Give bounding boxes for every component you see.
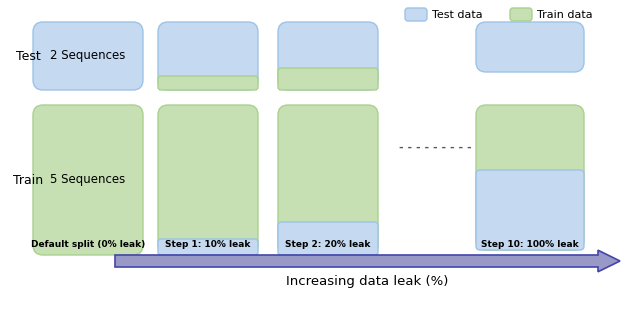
FancyBboxPatch shape [33, 105, 143, 255]
Text: Step 2: 20% leak: Step 2: 20% leak [285, 240, 371, 249]
FancyBboxPatch shape [476, 22, 584, 72]
Text: - - - - - - - - -: - - - - - - - - - [399, 143, 471, 153]
FancyBboxPatch shape [405, 8, 427, 21]
FancyBboxPatch shape [158, 76, 258, 90]
FancyBboxPatch shape [158, 22, 258, 90]
FancyBboxPatch shape [278, 222, 378, 255]
Text: Default split (0% leak): Default split (0% leak) [31, 240, 145, 249]
Text: Train data: Train data [537, 10, 593, 20]
Text: Test: Test [15, 49, 40, 63]
Text: Test data: Test data [432, 10, 483, 20]
Text: Step 1: 10% leak: Step 1: 10% leak [165, 240, 251, 249]
FancyBboxPatch shape [278, 105, 378, 255]
FancyBboxPatch shape [476, 105, 584, 250]
FancyBboxPatch shape [158, 105, 258, 255]
FancyBboxPatch shape [33, 22, 143, 90]
Text: Increasing data leak (%): Increasing data leak (%) [286, 275, 449, 288]
FancyBboxPatch shape [476, 170, 584, 250]
FancyBboxPatch shape [278, 22, 378, 90]
Text: Train: Train [13, 174, 43, 187]
FancyArrow shape [115, 250, 620, 272]
Text: Step 10: 100% leak: Step 10: 100% leak [481, 240, 579, 249]
FancyBboxPatch shape [158, 239, 258, 255]
FancyBboxPatch shape [510, 8, 532, 21]
Text: 2 Sequences: 2 Sequences [51, 49, 125, 63]
FancyBboxPatch shape [278, 68, 378, 90]
Text: 5 Sequences: 5 Sequences [51, 174, 125, 187]
